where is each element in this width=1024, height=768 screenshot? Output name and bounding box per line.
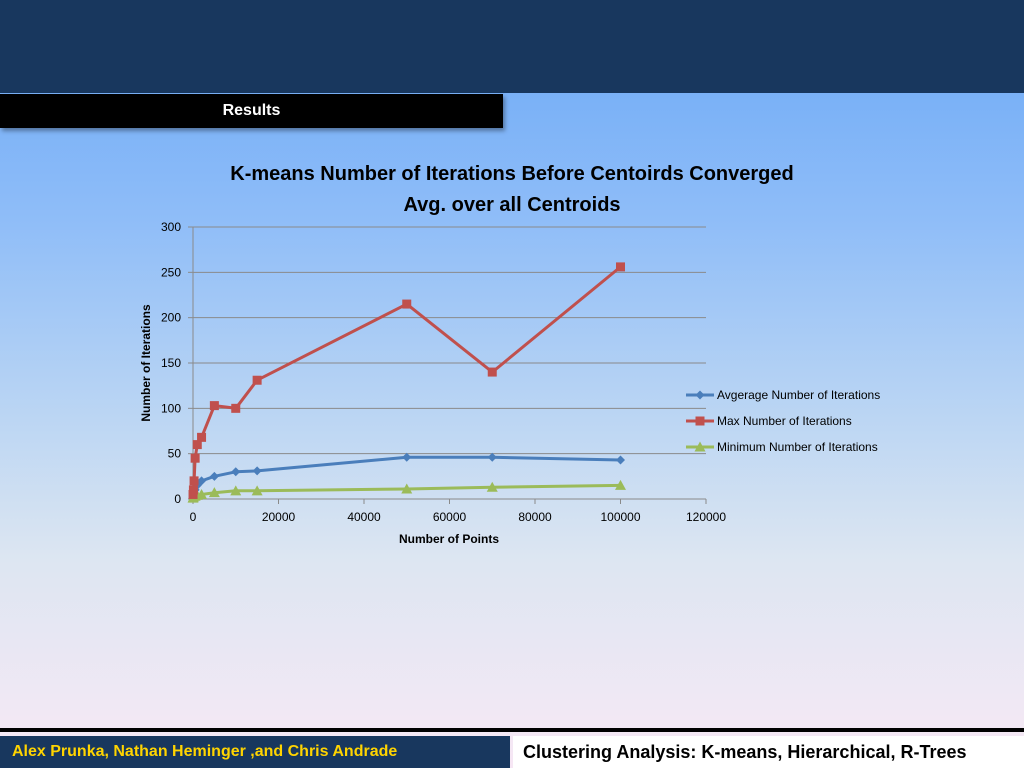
data-point-triangle [486, 481, 498, 492]
footer-authors-bar: Alex Prunka, Nathan Heminger ,and Chris … [0, 736, 510, 768]
data-point-diamond [231, 467, 241, 477]
data-point-diamond [487, 452, 497, 462]
data-point-triangle [401, 483, 413, 494]
data-point-square [209, 401, 219, 411]
legend-marker [694, 441, 706, 452]
y-tick-label: 150 [161, 356, 181, 370]
data-point-square [189, 476, 199, 486]
x-tick-label: 120000 [686, 510, 726, 524]
section-title-bar: Results [0, 94, 503, 128]
footer-authors: Alex Prunka, Nathan Heminger ,and Chris … [12, 743, 398, 760]
footer-title-bar: Clustering Analysis: K-means, Hierarchic… [513, 736, 1024, 768]
data-point-triangle [251, 485, 263, 496]
legend-item-diamond: Avgerage Number of Iterations [686, 388, 880, 402]
data-point-square [402, 299, 412, 309]
data-point-square [190, 453, 200, 463]
x-tick-label: 100000 [600, 510, 640, 524]
y-axis-title: Number of Iterations [139, 304, 153, 422]
series-group [187, 262, 626, 503]
data-point-square [188, 485, 198, 495]
y-tick-label: 50 [168, 447, 182, 461]
y-tick-label: 0 [174, 492, 181, 506]
legend-marker [695, 390, 705, 400]
data-point-square [188, 489, 198, 499]
x-tick-label: 0 [190, 510, 197, 524]
data-point-triangle [208, 487, 220, 498]
axes: 0 50 100 150 200 250 300 0 20000 40000 60000 80000 1… [161, 220, 726, 524]
data-point-square [231, 403, 241, 413]
x-tick-label: 80000 [518, 510, 552, 524]
footer-rule [0, 728, 1024, 732]
data-point-diamond [252, 466, 262, 476]
data-point-triangle [615, 479, 626, 490]
legend-label: Avgerage Number of Iterations [717, 388, 880, 402]
y-tick-label: 250 [161, 265, 181, 279]
x-tick-label: 20000 [262, 510, 296, 524]
legend-marker [695, 416, 705, 426]
series-square [188, 262, 625, 499]
legend-label: Minimum Number of Iterations [717, 440, 878, 454]
chart-title: K-means Number of Iterations Before Cent… [230, 163, 793, 185]
y-tick-label: 100 [161, 401, 181, 415]
header-band [0, 0, 1024, 93]
legend-item-square: Max Number of Iterations [686, 414, 852, 428]
data-point-diamond [402, 452, 412, 462]
chart: K-means Number of Iterations Before Cent… [139, 163, 880, 546]
x-tick-label: 40000 [347, 510, 381, 524]
x-axis-title: Number of Points [399, 532, 499, 546]
data-point-diamond [197, 476, 207, 486]
data-point-square [252, 375, 262, 385]
section-title: Results [222, 102, 281, 119]
footer-title: Clustering Analysis: K-means, Hierarchic… [523, 741, 967, 762]
legend: Avgerage Number of Iterations Max Number … [686, 388, 880, 454]
legend-item-triangle: Minimum Number of Iterations [686, 440, 878, 454]
gridlines [193, 226, 706, 455]
data-point-triangle [196, 488, 208, 499]
x-tick-label: 60000 [433, 510, 467, 524]
legend-label: Max Number of Iterations [717, 414, 852, 428]
data-point-diamond [616, 455, 625, 465]
data-point-square [616, 262, 625, 272]
y-tick-label: 200 [161, 311, 181, 325]
data-point-square [192, 440, 202, 450]
data-point-square [487, 367, 497, 377]
data-point-triangle [230, 485, 242, 496]
y-tick-label: 300 [161, 220, 181, 234]
chart-subtitle: Avg. over all Centroids [403, 194, 620, 216]
data-point-square [197, 432, 207, 442]
data-point-diamond [209, 471, 219, 481]
